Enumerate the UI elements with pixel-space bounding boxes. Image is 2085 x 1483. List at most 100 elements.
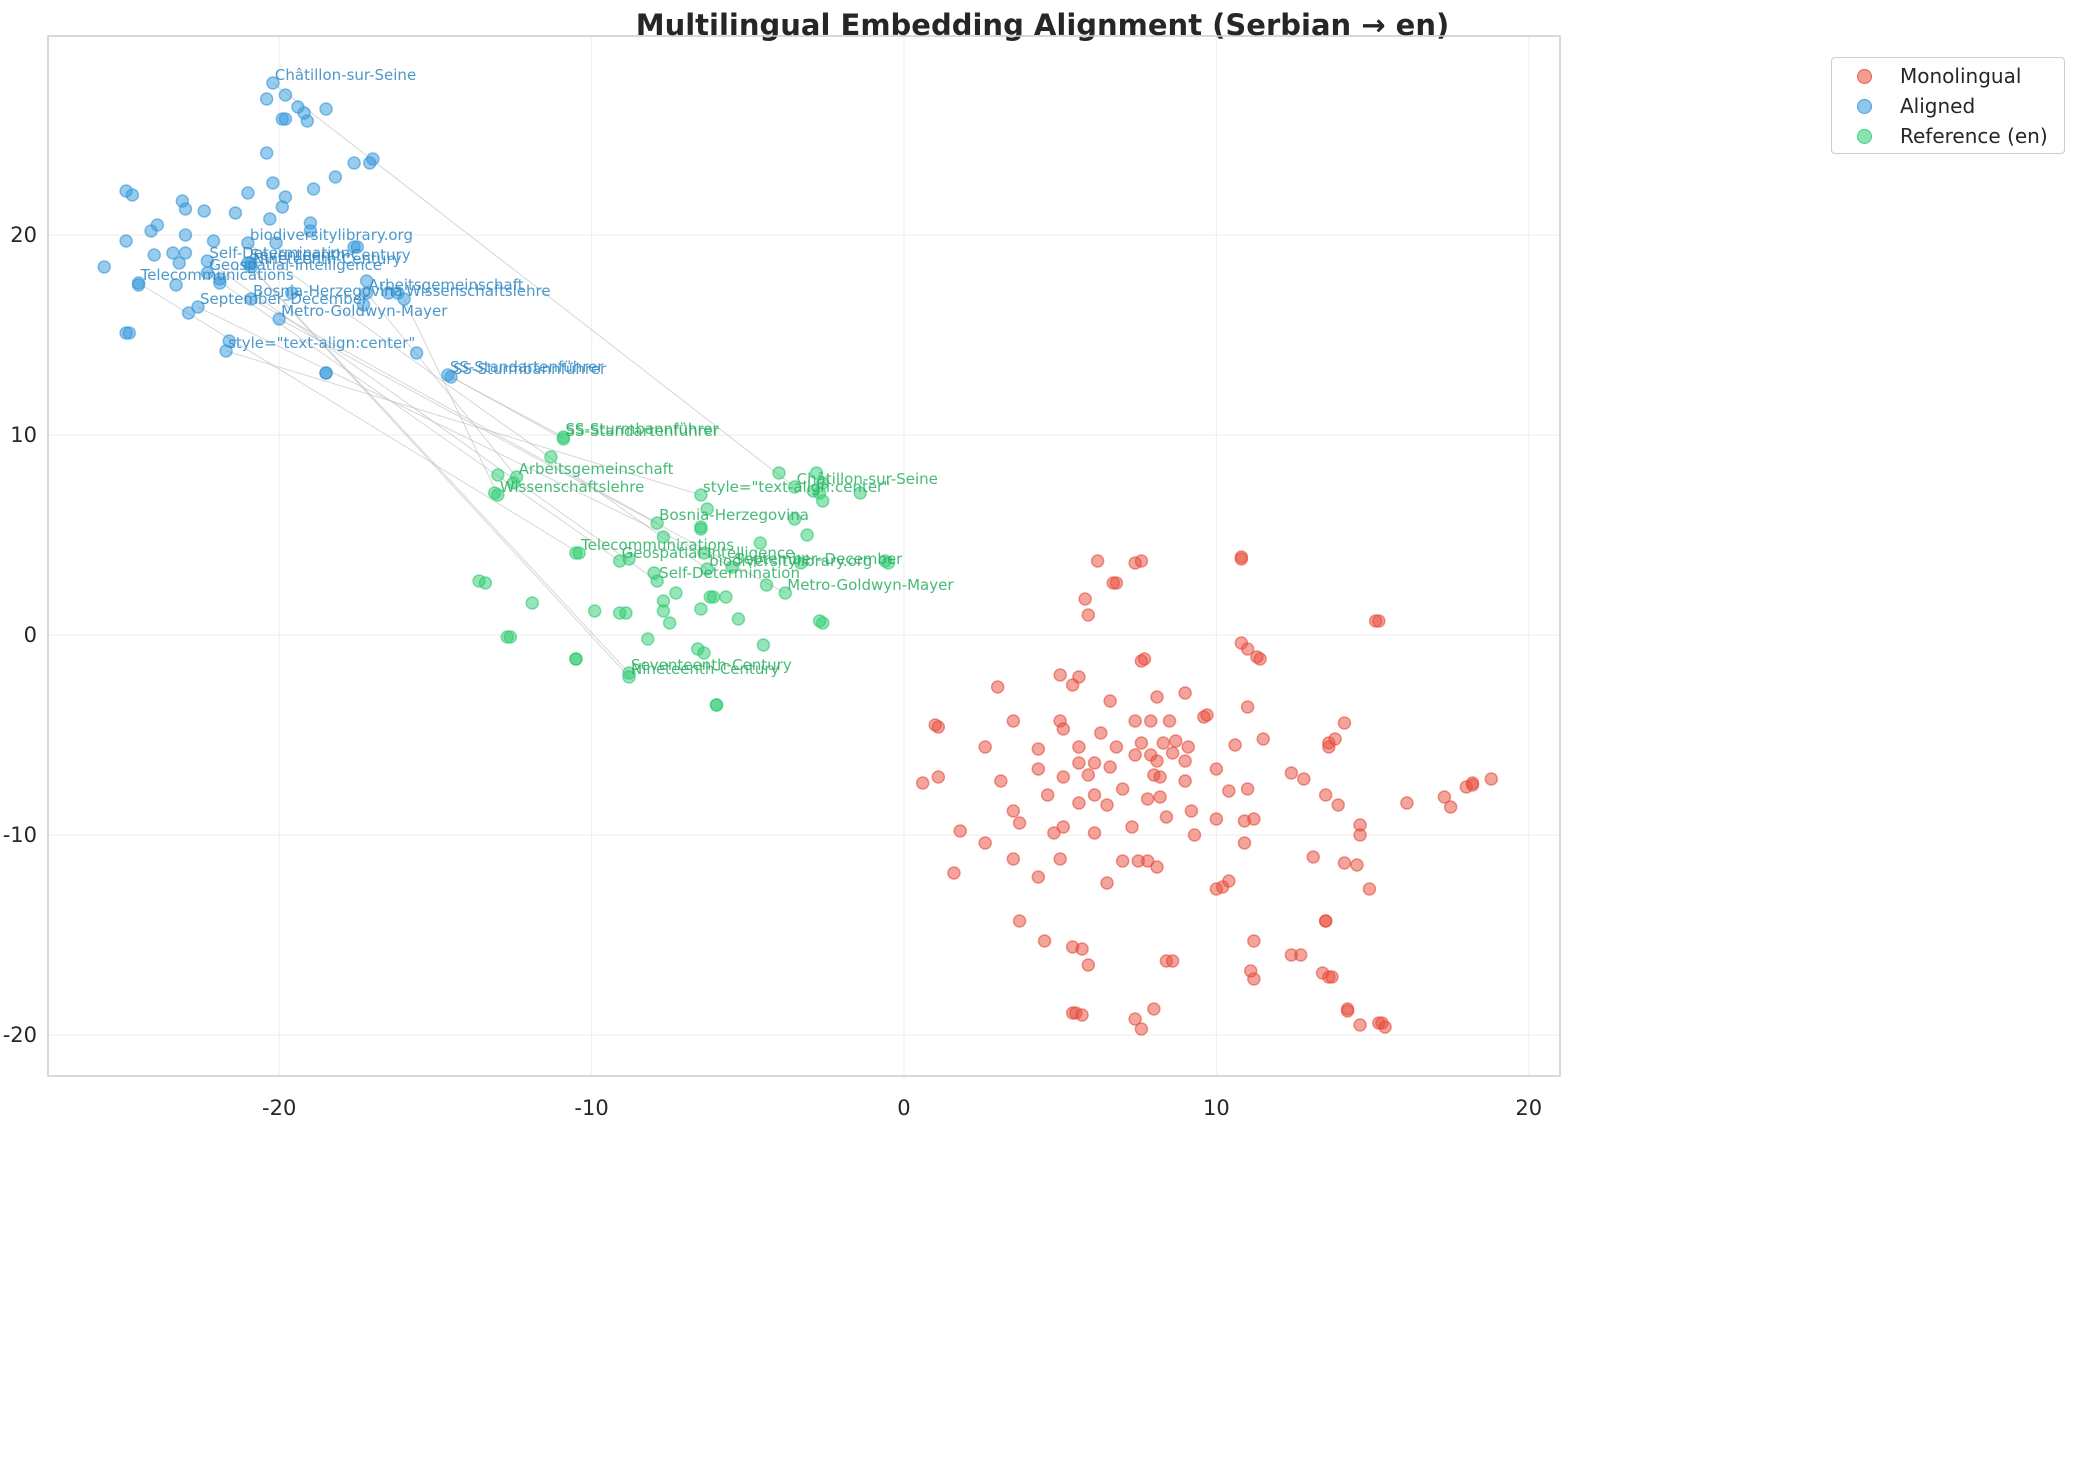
data-point bbox=[641, 632, 655, 646]
data-point bbox=[300, 114, 315, 128]
data-point bbox=[1128, 1012, 1142, 1026]
data-point bbox=[178, 228, 193, 242]
data-point bbox=[1053, 668, 1067, 682]
data-point bbox=[119, 234, 133, 248]
data-point bbox=[787, 480, 802, 494]
x-tick-label: 20 bbox=[1515, 1096, 1542, 1120]
point-label: Châtillon-sur-Seine bbox=[275, 66, 416, 84]
data-point bbox=[756, 638, 771, 652]
data-point bbox=[1153, 770, 1167, 784]
point-label: Telecommunications bbox=[140, 266, 294, 284]
data-point bbox=[1256, 732, 1270, 746]
data-point bbox=[1400, 796, 1414, 810]
alignment-line bbox=[247, 242, 708, 570]
data-point bbox=[700, 562, 714, 576]
point-label: Bosnia-Herzegovina bbox=[659, 506, 809, 524]
data-point bbox=[366, 152, 380, 166]
data-point bbox=[197, 204, 211, 218]
data-point bbox=[1134, 654, 1149, 668]
data-point bbox=[1075, 942, 1089, 956]
data-point bbox=[1140, 792, 1155, 806]
point-label: Self-Determination bbox=[659, 564, 800, 582]
data-point bbox=[491, 468, 505, 482]
data-point bbox=[1134, 736, 1149, 750]
data-point bbox=[1072, 796, 1086, 810]
data-point bbox=[278, 112, 293, 126]
data-point bbox=[1144, 714, 1158, 728]
data-point bbox=[569, 546, 583, 560]
data-point bbox=[1128, 714, 1142, 728]
data-point bbox=[122, 326, 136, 340]
data-point bbox=[778, 586, 793, 600]
alignment-lines bbox=[138, 82, 795, 678]
point-label: September–December bbox=[734, 550, 903, 568]
data-point bbox=[350, 240, 365, 254]
data-point bbox=[978, 740, 992, 754]
data-point bbox=[1012, 914, 1027, 928]
data-point bbox=[1197, 710, 1211, 724]
data-point bbox=[263, 212, 277, 226]
data-point bbox=[1147, 1002, 1161, 1016]
data-point bbox=[1331, 798, 1345, 812]
x-tick-label: 10 bbox=[1203, 1096, 1230, 1120]
data-point bbox=[994, 774, 1008, 788]
data-point bbox=[1169, 734, 1183, 748]
data-point bbox=[1178, 686, 1192, 700]
data-point bbox=[1031, 762, 1046, 776]
data-point bbox=[1209, 762, 1224, 776]
data-point bbox=[700, 502, 714, 516]
data-point bbox=[191, 300, 205, 314]
data-point bbox=[953, 824, 967, 838]
data-point bbox=[144, 224, 158, 238]
data-point bbox=[809, 466, 824, 480]
data-point bbox=[319, 102, 333, 116]
grid-lines bbox=[48, 36, 1560, 1076]
data-point bbox=[1465, 778, 1480, 792]
data-point bbox=[169, 278, 183, 292]
point-label: Nineteenth-Century bbox=[631, 660, 780, 678]
data-point bbox=[266, 176, 280, 190]
point-label: Metro-Goldwyn-Mayer bbox=[787, 576, 954, 594]
y-tick-label: -20 bbox=[3, 1023, 37, 1047]
reference-marker-icon bbox=[1857, 128, 1872, 144]
aligned-marker-icon bbox=[1857, 98, 1872, 114]
data-point bbox=[1159, 810, 1174, 824]
data-point bbox=[444, 370, 458, 384]
data-point bbox=[347, 156, 361, 170]
legend-item-monolingual: Monolingual bbox=[1832, 62, 2021, 90]
point-label: Nineteenth-Century bbox=[253, 250, 402, 268]
data-point bbox=[284, 286, 299, 300]
data-point bbox=[656, 530, 671, 544]
data-point bbox=[569, 652, 583, 666]
data-point bbox=[1150, 690, 1164, 704]
data-point bbox=[244, 292, 258, 306]
alignment-line bbox=[403, 298, 499, 496]
data-point bbox=[1372, 614, 1386, 628]
data-point bbox=[915, 776, 930, 790]
data-point bbox=[1228, 738, 1242, 752]
data-point bbox=[1075, 1008, 1089, 1022]
data-point bbox=[1103, 694, 1117, 708]
data-point bbox=[709, 698, 724, 712]
data-point bbox=[650, 516, 664, 530]
data-point bbox=[1150, 860, 1164, 874]
data-point bbox=[1053, 852, 1067, 866]
point-label: SS-Sturmbannführer bbox=[565, 420, 719, 438]
data-point bbox=[1156, 736, 1171, 750]
data-point bbox=[1240, 700, 1255, 714]
data-point bbox=[1134, 1022, 1149, 1036]
data-point bbox=[1237, 836, 1252, 850]
data-point bbox=[1115, 854, 1130, 868]
point-label: Geospatial-Intelligence bbox=[209, 256, 382, 274]
data-point bbox=[694, 602, 708, 616]
alignment-line bbox=[450, 376, 564, 438]
reference-points bbox=[472, 430, 896, 712]
data-point bbox=[1222, 784, 1236, 798]
data-point bbox=[1240, 642, 1255, 656]
data-point bbox=[1100, 876, 1114, 890]
data-point bbox=[1109, 740, 1124, 754]
data-point bbox=[1234, 552, 1249, 566]
data-point bbox=[1094, 726, 1108, 740]
data-point bbox=[694, 488, 708, 502]
